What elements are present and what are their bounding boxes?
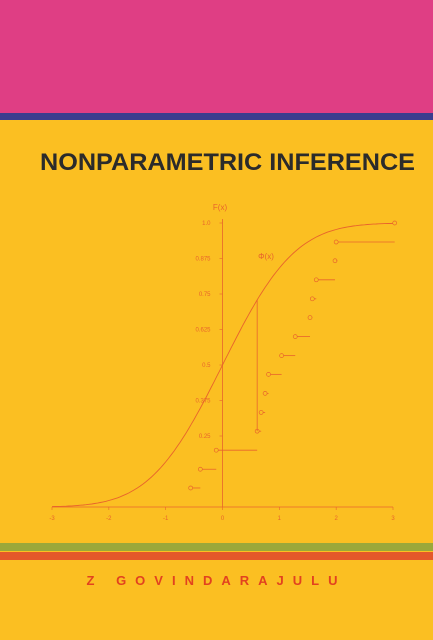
y-tick-label: 0.75 — [199, 292, 211, 298]
ecdf-point — [279, 353, 284, 358]
title: NONPARAMETRIC INFERENCE — [40, 149, 415, 176]
stripe — [0, 113, 433, 120]
ecdf-point — [333, 239, 339, 245]
x-tick-label: 0 — [221, 516, 225, 522]
ecdf-point — [292, 334, 298, 339]
ecdf-point — [188, 485, 194, 491]
ecdf-point — [266, 372, 271, 377]
ecdf-point — [392, 220, 398, 226]
ecdf-point — [309, 296, 315, 302]
x-tick-label: 1 — [278, 516, 282, 522]
x-tick-label: 3 — [391, 516, 395, 522]
y-tick-label: 1.0 — [202, 221, 211, 227]
x-tick-label: -2 — [106, 516, 112, 522]
x-tick-label: -1 — [163, 516, 169, 522]
x-tick-label: -3 — [49, 516, 55, 522]
y-tick-label: 0.5 — [202, 363, 211, 369]
ecdf-point — [197, 466, 203, 472]
y-tick-label: 0.625 — [195, 328, 211, 334]
orange-stripe — [0, 552, 433, 560]
green-stripe — [0, 543, 433, 551]
ecdf-point — [307, 315, 313, 320]
y-tick-label: 0.875 — [195, 257, 211, 263]
ecdf-point — [262, 391, 268, 396]
ecdf-point — [258, 410, 264, 415]
author: Z GOVINDARAJULU — [87, 573, 347, 588]
y-tick-label: 0.25 — [199, 434, 211, 440]
figure: F(x) Φ(x) -3 -2 -1 0 1 2 3 1.0 0.875 0.75 0.625 0.5… — [49, 203, 398, 522]
y-axis-label: F(x) — [213, 203, 228, 212]
top-band — [0, 0, 433, 113]
ecdf-point — [213, 447, 219, 453]
curve-label: Φ(x) — [258, 252, 274, 261]
y-tick-label: 0.375 — [195, 399, 211, 405]
ecdf-point — [313, 277, 319, 283]
ecdf-point — [254, 428, 260, 434]
normal-curve — [51, 222, 394, 508]
x-tick-label: 2 — [334, 516, 338, 522]
ecdf-point — [332, 258, 338, 264]
